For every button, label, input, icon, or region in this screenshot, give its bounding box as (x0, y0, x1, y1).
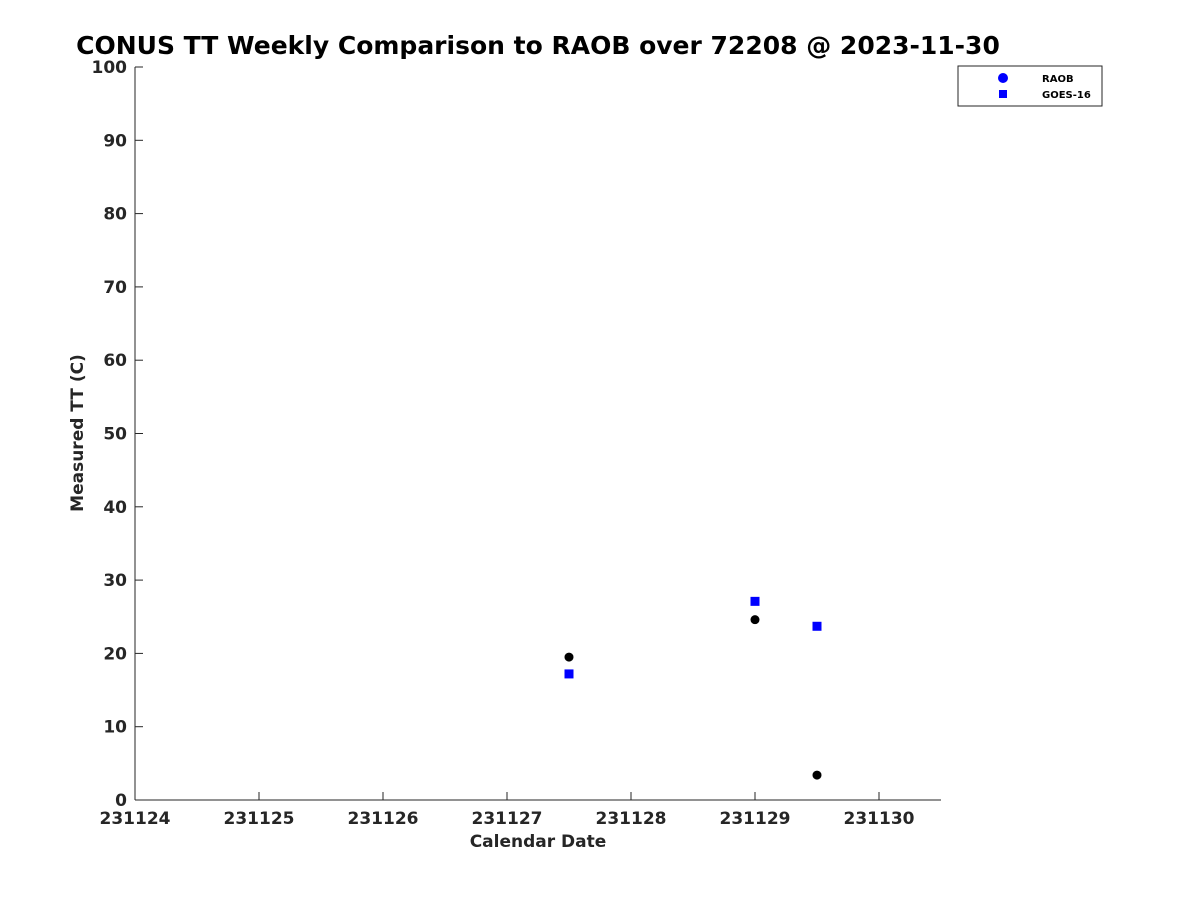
x-tick-label: 231128 (596, 809, 667, 829)
point-raob (750, 615, 760, 625)
legend-marker-raob (998, 73, 1008, 83)
point-raob (564, 652, 574, 662)
y-tick-label: 30 (103, 571, 127, 591)
x-tick-label: 231130 (844, 809, 915, 829)
x-tick-label: 231127 (472, 809, 543, 829)
y-ticks: 0 10 20 30 40 50 60 70 80 90 100 (92, 58, 143, 811)
y-axis-label: Measured TT (C) (68, 354, 88, 512)
y-tick-label: 0 (115, 791, 127, 811)
y-tick-label: 40 (103, 498, 127, 518)
point-goes-16 (564, 669, 574, 679)
y-tick-label: 50 (103, 425, 127, 445)
legend: RAOB GOES-16 (957, 65, 1103, 107)
legend-label-raob: RAOB (1042, 74, 1074, 85)
plot-axes (134, 67, 941, 801)
y-tick-label: 80 (103, 205, 127, 225)
x-ticks: 231124 231125 231126 231127 231128 231129 2311… (100, 792, 915, 829)
point-goes-16 (750, 596, 760, 606)
y-tick-label: 90 (103, 131, 127, 151)
y-tick-label: 70 (103, 278, 127, 298)
point-raob (812, 770, 822, 780)
y-tick-label: 20 (103, 644, 127, 664)
x-tick-label: 231126 (348, 809, 419, 829)
point-goes-16 (812, 621, 822, 631)
y-tick-label: 100 (92, 58, 128, 78)
y-tick-label: 60 (103, 351, 127, 371)
x-tick-label: 231129 (720, 809, 791, 829)
legend-label-goes-16: GOES-16 (1042, 90, 1091, 101)
x-axis-label: Calendar Date (470, 832, 607, 852)
legend-marker-goes-16 (999, 90, 1007, 98)
x-tick-label: 231125 (224, 809, 295, 829)
y-tick-label: 10 (103, 718, 127, 738)
x-tick-label: 231124 (100, 809, 171, 829)
data-points (564, 596, 822, 780)
chart-title: CONUS TT Weekly Comparison to RAOB over … (76, 31, 1000, 60)
legend-box (957, 65, 1103, 107)
